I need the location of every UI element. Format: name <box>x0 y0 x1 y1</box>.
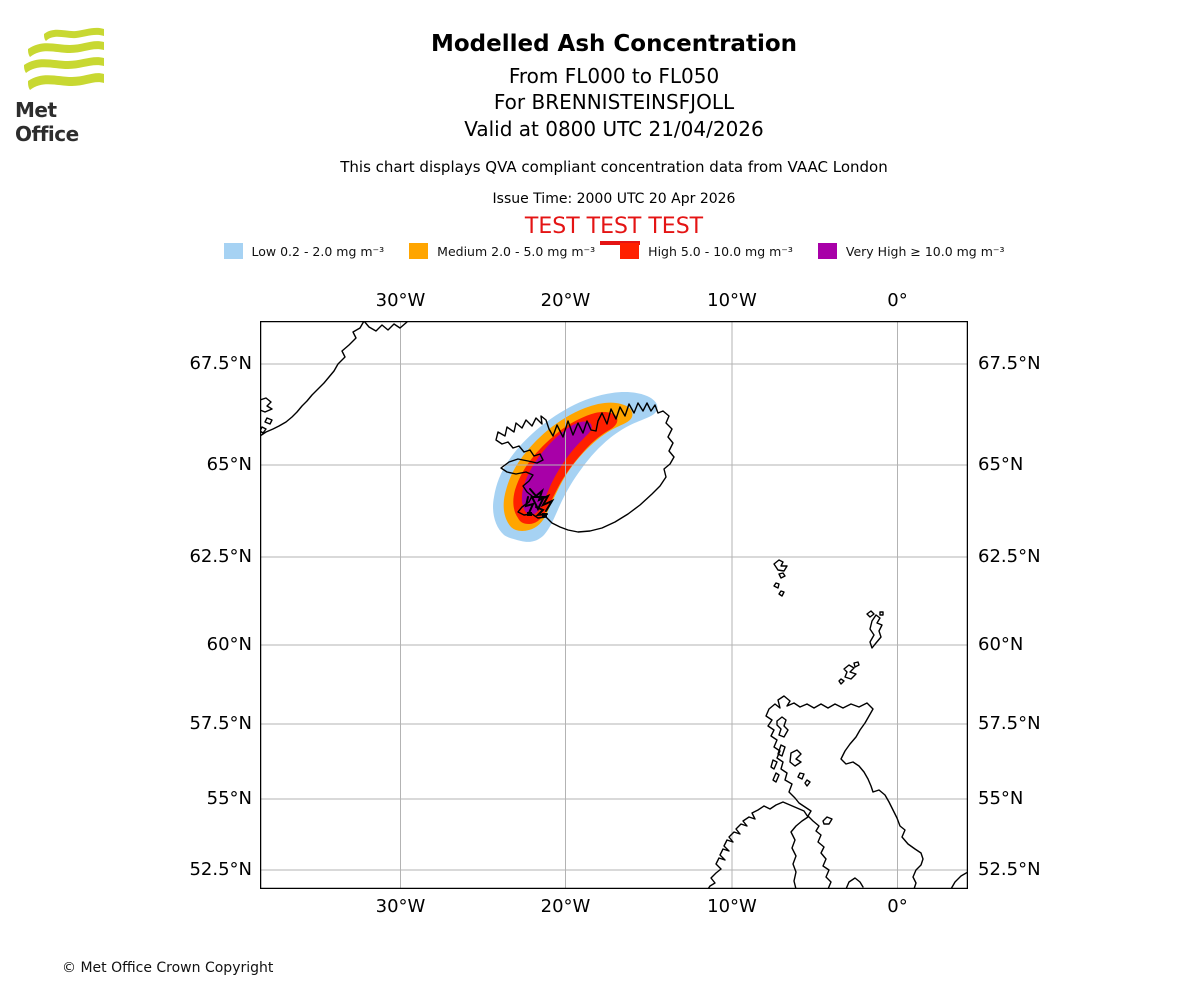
coastline-orkney <box>838 661 860 685</box>
logo-wordmark: Met Office <box>15 98 79 146</box>
lat-tick-left-60°N: 60°N <box>206 634 252 655</box>
coastline-iceland <box>495 402 675 533</box>
coastline-faroe-islands <box>773 559 788 597</box>
compliance-note: This chart displays QVA compliant concen… <box>340 158 888 176</box>
legend-item-medium: Medium 2.0 - 5.0 mg m⁻³ <box>409 243 595 259</box>
map-svg <box>260 321 968 889</box>
coastline-greenland <box>260 321 365 437</box>
lat-tick-right-67.5°N: 67.5°N <box>978 353 1041 374</box>
lon-tick-bottom-20°W: 20°W <box>540 896 591 917</box>
lat-tick-left-67.5°N: 67.5°N <box>189 353 252 374</box>
lon-tick-bottom-30°W: 30°W <box>375 896 426 917</box>
coastline-shetland <box>866 610 884 649</box>
greenland-islet-1 <box>264 417 273 425</box>
coastline-wales-peninsula <box>845 877 864 889</box>
lon-tick-top-0°: 0° <box>887 290 908 311</box>
coastline-great-britain <box>765 695 924 889</box>
test-banner-underline <box>600 241 640 245</box>
legend-item-high: High 5.0 - 10.0 mg m⁻³ <box>620 243 793 259</box>
lat-tick-left-52.5°N: 52.5°N <box>189 859 252 880</box>
legend-label-low: Low 0.2 - 2.0 mg m⁻³ <box>251 243 385 259</box>
lat-tick-right-65°N: 65°N <box>978 454 1024 475</box>
lat-tick-right-52.5°N: 52.5°N <box>978 859 1041 880</box>
lon-tick-bottom-10°W: 10°W <box>707 896 757 917</box>
coastline-greenland-north <box>363 321 408 332</box>
legend-label-high: High 5.0 - 10.0 mg m⁻³ <box>648 243 793 259</box>
lat-tick-left-57.5°N: 57.5°N <box>189 713 252 734</box>
lat-tick-right-57.5°N: 57.5°N <box>978 713 1041 734</box>
coastline-greenland-peninsula <box>260 397 273 413</box>
ash-contour-very-high <box>521 421 592 515</box>
lat-tick-right-60°N: 60°N <box>978 634 1024 655</box>
coastline-isle-of-man <box>822 816 833 825</box>
legend-swatch-very-high <box>817 243 837 259</box>
lon-tick-top-30°W: 30°W <box>375 290 426 311</box>
concentration-legend: Low 0.2 - 2.0 mg m⁻³ Medium 2.0 - 5.0 mg … <box>223 243 1005 259</box>
lat-tick-left-62.5°N: 62.5°N <box>189 546 252 567</box>
lon-tick-top-10°W: 10°W <box>707 290 757 311</box>
ash-plume <box>493 392 658 542</box>
legend-item-very-high: Very High ≥ 10.0 mg m⁻³ <box>817 243 1005 259</box>
met-office-logo: Met Office <box>15 24 110 146</box>
volcano-marker <box>524 487 555 517</box>
coastline-continental-europe <box>950 871 968 889</box>
map-panel <box>260 321 968 889</box>
flight-level-subtitle: From FL000 to FL050 <box>508 64 720 88</box>
coastline-skye <box>789 749 811 787</box>
legend-swatch-low <box>223 243 243 259</box>
graticule <box>260 321 968 889</box>
legend-item-low: Low 0.2 - 2.0 mg m⁻³ <box>223 243 385 259</box>
legend-label-medium: Medium 2.0 - 5.0 mg m⁻³ <box>437 243 596 259</box>
chart-header: Modelled Ash Concentration From FL000 to… <box>260 0 968 270</box>
lon-tick-bottom-0°: 0° <box>887 896 908 917</box>
logo-waves-icon <box>24 27 104 90</box>
coastline-ireland <box>707 801 809 889</box>
lon-tick-top-20°W: 20°W <box>540 290 591 311</box>
legend-label-very-high: Very High ≥ 10.0 mg m⁻³ <box>845 243 1005 259</box>
legend-swatch-high <box>620 243 640 259</box>
copyright-notice: © Met Office Crown Copyright <box>62 960 274 976</box>
volcano-subtitle: For BRENNISTEINSFJOLL <box>493 90 735 114</box>
legend-swatch-medium <box>409 243 429 259</box>
lat-tick-left-55°N: 55°N <box>206 788 252 809</box>
lat-tick-left-65°N: 65°N <box>206 454 252 475</box>
valid-time-subtitle: Valid at 0800 UTC 21/04/2026 <box>464 117 764 141</box>
lat-tick-right-55°N: 55°N <box>978 788 1024 809</box>
coastlines <box>260 321 968 889</box>
page-title: Modelled Ash Concentration <box>430 31 798 57</box>
lat-tick-right-62.5°N: 62.5°N <box>978 546 1041 567</box>
coastline-hebrides <box>770 716 789 783</box>
test-banner: TEST TEST TEST <box>524 214 704 239</box>
issue-time: Issue Time: 2000 UTC 20 Apr 2026 <box>492 191 736 207</box>
map-border <box>260 321 968 889</box>
